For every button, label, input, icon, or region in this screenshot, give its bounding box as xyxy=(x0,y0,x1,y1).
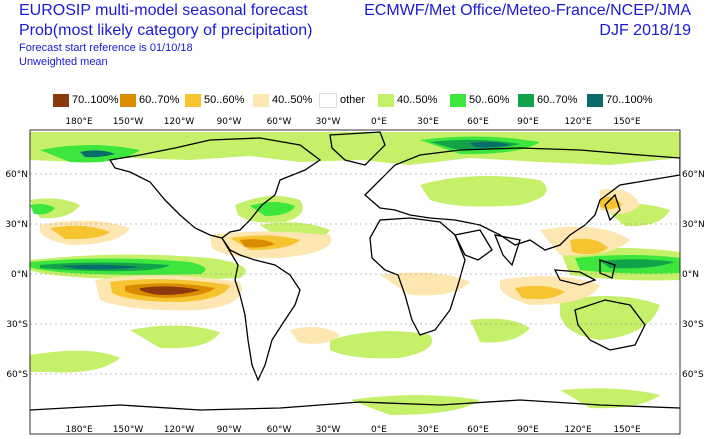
lat-label: 60°S xyxy=(6,370,28,380)
lon-labels-bottom: 180°E 150°W 120°W 90°W 60°W 30°W 0°E 30°… xyxy=(65,425,641,435)
legend-item: other xyxy=(319,92,365,108)
season-label: DJF 2018/19 xyxy=(599,22,691,39)
lon-label: 150°E xyxy=(613,425,641,435)
lon-label: 150°E xyxy=(613,117,641,127)
legend-swatch xyxy=(120,93,136,107)
legend-swatch xyxy=(185,93,201,107)
legend-swatch xyxy=(253,93,269,107)
legend-item: 40..50% xyxy=(253,92,312,108)
lat-label: 0°N xyxy=(682,270,699,280)
lon-label: 90°W xyxy=(217,425,242,435)
coastlines xyxy=(30,131,680,411)
title-line-1: EUROSIP multi-model seasonal forecast xyxy=(19,2,308,19)
lon-label: 30°E xyxy=(417,117,439,127)
legend-label: 70..100% xyxy=(606,94,653,106)
lat-label: 30°N xyxy=(5,220,28,230)
legend-label: 60..70% xyxy=(139,94,180,106)
lon-label: 120°W xyxy=(164,117,195,127)
legend-swatch xyxy=(450,93,466,107)
legend-item: 50..60% xyxy=(185,92,244,108)
lon-label: 150°W xyxy=(113,117,144,127)
lat-label: 30°S xyxy=(682,320,704,330)
legend-label: other xyxy=(340,94,366,106)
legend: 70..100% 60..70% 50..60% 40..50% other 4… xyxy=(50,92,670,108)
forecast-reference: Forecast start reference is 01/10/18 xyxy=(19,42,193,54)
lon-label: 60°W xyxy=(267,117,292,127)
lon-label: 60°E xyxy=(467,425,489,435)
lat-label: 30°S xyxy=(6,320,28,330)
legend-swatch xyxy=(53,93,69,107)
legend-swatch xyxy=(587,93,603,107)
lat-label: 60°N xyxy=(5,170,28,180)
lon-label: 90°E xyxy=(517,117,539,127)
legend-label: 50..60% xyxy=(469,94,510,106)
lat-label: 0°N xyxy=(11,270,28,280)
precipitation-map: 180°E 150°W 120°W 90°W 60°W 30°W 0°E 30°… xyxy=(5,117,705,435)
map-frame xyxy=(29,129,681,435)
legend-swatch xyxy=(319,92,337,108)
legend-item: 70..100% xyxy=(53,92,118,108)
legend-item: 60..70% xyxy=(518,92,577,108)
title-line-2: Prob(most likely category of precipitati… xyxy=(19,22,313,39)
lat-label: 60°N xyxy=(682,170,705,180)
legend-label: 60..70% xyxy=(537,94,578,106)
lon-label: 90°E xyxy=(517,425,539,435)
legend-item: 60..70% xyxy=(120,92,179,108)
lat-label: 60°S xyxy=(682,370,704,380)
legend-label: 40..50% xyxy=(272,94,313,106)
legend-label: 50..60% xyxy=(204,94,245,106)
probability-field xyxy=(30,130,680,434)
legend-swatch xyxy=(378,93,394,107)
graticule xyxy=(30,173,680,375)
lon-label: 30°W xyxy=(316,425,341,435)
legend-item: 40..50% xyxy=(378,92,437,108)
lon-label: 120°E xyxy=(564,425,592,435)
lon-label: 60°E xyxy=(467,117,489,127)
lon-label: 0°E xyxy=(371,117,387,127)
legend-swatch xyxy=(518,93,534,107)
lon-label: 120°E xyxy=(564,117,592,127)
lat-labels-right: 60°N 30°N 0°N 30°S 60°S xyxy=(682,170,705,380)
lon-label: 180°E xyxy=(65,425,93,435)
lon-label: 30°W xyxy=(316,117,341,127)
centres-label: ECMWF/Met Office/Meteo-France/NCEP/JMA xyxy=(364,2,691,19)
lon-label: 0°E xyxy=(371,425,387,435)
lon-label: 60°W xyxy=(267,425,292,435)
wet-70-100-areas xyxy=(60,141,510,270)
legend-item: 50..60% xyxy=(450,92,509,108)
lon-label: 150°W xyxy=(113,425,144,435)
legend-item: 70..100% xyxy=(587,92,652,108)
weighting-note: Unweighted mean xyxy=(19,56,108,68)
legend-label: 40..50% xyxy=(397,94,438,106)
lat-label: 30°N xyxy=(682,220,705,230)
lon-label: 90°W xyxy=(217,117,242,127)
lon-label: 120°W xyxy=(164,425,195,435)
lon-label: 180°E xyxy=(65,117,93,127)
legend-label: 70..100% xyxy=(72,94,119,106)
dry-70-100-areas xyxy=(140,286,200,295)
lon-label: 30°E xyxy=(417,425,439,435)
lon-labels-top: 180°E 150°W 120°W 90°W 60°W 30°W 0°E 30°… xyxy=(65,117,641,127)
lat-labels-left: 60°N 30°N 0°N 30°S 60°S xyxy=(5,170,28,380)
